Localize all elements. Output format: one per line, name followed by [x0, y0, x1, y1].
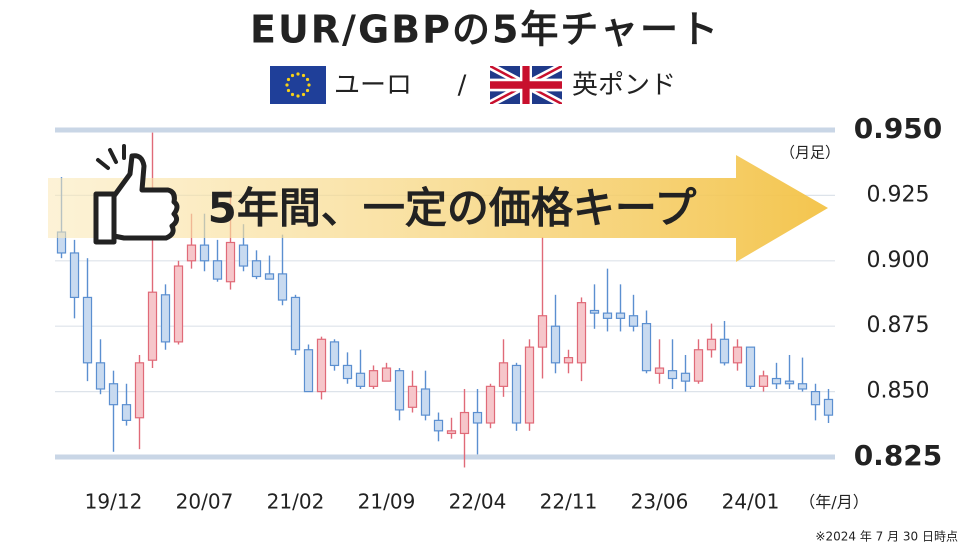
eu-flag [270, 66, 326, 104]
candle-body [771, 377, 782, 385]
candle-body [550, 325, 561, 364]
candle-body [628, 315, 639, 327]
candle-body [342, 364, 353, 380]
y-tick-label: 0.900 [867, 248, 930, 273]
candle-body [82, 296, 93, 364]
candle-body [498, 362, 509, 387]
candle-body [732, 346, 743, 364]
eu-star [290, 92, 295, 97]
candle-body [563, 356, 574, 364]
y-tick-label: 0.875 [867, 313, 930, 338]
candle-body [680, 372, 691, 382]
candle-body [758, 375, 769, 387]
eu-star [307, 83, 311, 87]
candle-body [576, 302, 587, 364]
eu-star [286, 77, 291, 82]
candle-body [316, 338, 327, 393]
candle-body [134, 362, 145, 419]
candle-body [446, 430, 457, 435]
candle-body [277, 273, 288, 301]
currency-right: 英ポンド [572, 71, 676, 101]
x-tick-label: 21/02 [267, 490, 325, 514]
candle-body [485, 385, 496, 424]
x-tick-label: 22/11 [540, 490, 598, 514]
candle-body [173, 265, 184, 343]
eu-star [285, 83, 289, 87]
eu-star [301, 92, 306, 97]
candle-body [602, 312, 613, 319]
plot-area: 0.950 0.925 0.900 0.875 0.850 0.825 [55, 112, 942, 472]
candle-body [69, 252, 80, 299]
candle-body [823, 398, 834, 416]
candle-body [95, 362, 106, 390]
candle-body [381, 367, 392, 382]
x-tick-label: 21/09 [358, 490, 416, 514]
candle-body [147, 291, 158, 361]
eu-star [305, 77, 310, 82]
eu-star [305, 88, 310, 93]
candle-body [420, 388, 431, 416]
candle-body [355, 372, 366, 387]
candle-body [433, 419, 444, 432]
uk-flag [490, 66, 562, 104]
x-tick-label: 19/12 [85, 490, 143, 514]
candle-body [615, 312, 626, 319]
x-unit-label: （年/月） [799, 493, 868, 512]
candle-body [186, 244, 197, 262]
candle-body [238, 244, 249, 267]
currency-left: ユーロ [334, 71, 412, 101]
candle-body [290, 296, 301, 351]
candle-body [537, 315, 548, 348]
candle-body [251, 260, 262, 278]
x-tick-label: 22/04 [449, 490, 507, 514]
candle-body [589, 309, 600, 314]
candle-body [121, 404, 132, 421]
eu-star [296, 94, 300, 98]
x-tick-label: 20/07 [176, 490, 234, 514]
candle-body [303, 349, 314, 393]
banner-text: 5年間、一定の価格キープ [208, 184, 697, 233]
banner: 5年間、一定の価格キープ [48, 144, 828, 262]
y-tick-label: 0.825 [854, 439, 943, 472]
candle-body [745, 346, 756, 387]
candle-body [693, 349, 704, 382]
x-tick-label: 24/01 [722, 490, 780, 514]
candle-body [472, 411, 483, 424]
candle-body [524, 346, 535, 424]
separator: / [458, 71, 467, 101]
candle-body [810, 391, 821, 406]
y-tick-label: 0.850 [867, 379, 930, 404]
candle-body [641, 322, 652, 372]
candle-body [225, 241, 236, 283]
note: ※2024 年 7 月 30 日時点 [815, 530, 958, 544]
eu-star [286, 88, 291, 93]
candle-body [108, 383, 119, 406]
eu-star [290, 73, 295, 78]
candle-body [511, 364, 522, 424]
candle-body [368, 370, 379, 387]
candle-body [784, 380, 795, 385]
candle-body [394, 370, 405, 411]
candle-body [719, 338, 730, 364]
candle-body [667, 370, 678, 380]
y-tick-label: 0.950 [854, 112, 943, 145]
candle-body [459, 411, 470, 435]
chart-title: EUR/GBPの5年チャート [250, 8, 720, 52]
eu-star [296, 72, 300, 76]
candle-body [264, 273, 275, 280]
candle-body [212, 260, 223, 280]
y-tick-label: 0.925 [867, 182, 930, 207]
x-tick-label: 23/06 [631, 490, 689, 514]
candle-body [160, 294, 171, 343]
candle-body [654, 367, 665, 374]
candle-body [706, 338, 717, 351]
candle-body [329, 341, 340, 367]
candle-body [797, 383, 808, 390]
candle-body [407, 385, 418, 408]
period-label: （月足） [780, 144, 840, 162]
candle-body [199, 244, 210, 262]
eu-star [301, 73, 306, 78]
